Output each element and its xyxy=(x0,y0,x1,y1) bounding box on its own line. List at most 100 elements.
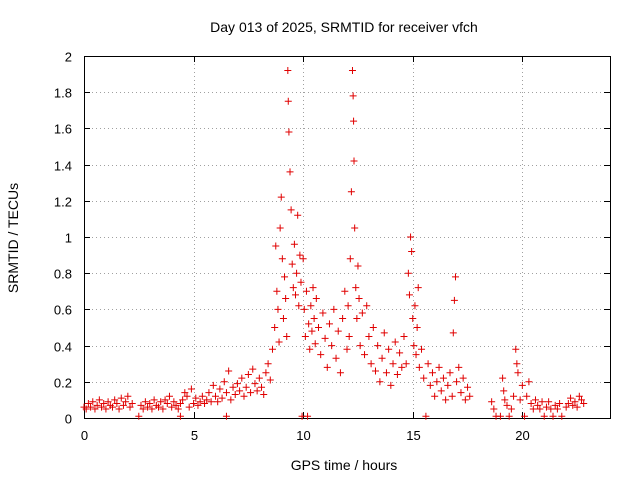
data-point xyxy=(344,302,352,310)
data-point xyxy=(128,400,136,408)
data-point xyxy=(418,345,426,353)
data-point xyxy=(273,287,281,295)
y-tick-label: 0.4 xyxy=(54,340,72,355)
data-point xyxy=(540,412,548,420)
data-point xyxy=(262,369,270,377)
data-point xyxy=(428,369,436,377)
data-point xyxy=(433,378,441,386)
data-point xyxy=(569,401,577,409)
data-point xyxy=(367,360,375,368)
data-point xyxy=(562,403,570,411)
data-point xyxy=(422,412,430,420)
data-point xyxy=(412,351,420,359)
data-point xyxy=(310,314,318,322)
data-point xyxy=(376,378,384,386)
x-tick-label: 20 xyxy=(515,428,529,443)
data-point xyxy=(309,284,317,292)
data-point xyxy=(294,211,302,219)
data-point xyxy=(516,396,524,404)
data-point xyxy=(442,396,450,404)
data-point xyxy=(236,387,244,395)
data-point xyxy=(82,405,90,413)
data-point xyxy=(553,405,561,413)
data-point xyxy=(350,117,358,125)
data-point xyxy=(453,378,461,386)
data-point xyxy=(409,314,417,322)
data-point xyxy=(187,385,195,393)
data-point xyxy=(275,338,283,346)
data-point xyxy=(157,398,165,406)
data-point xyxy=(201,400,209,408)
y-tick-label: 0.6 xyxy=(54,303,72,318)
data-point xyxy=(382,369,390,377)
data-point xyxy=(289,284,297,292)
data-point xyxy=(578,396,586,404)
data-point xyxy=(297,278,305,286)
data-point xyxy=(538,398,546,406)
data-point xyxy=(258,383,266,391)
data-point xyxy=(513,360,521,368)
data-point xyxy=(135,412,143,420)
data-point xyxy=(424,360,432,368)
data-point xyxy=(287,206,295,214)
data-point xyxy=(450,296,458,304)
data-point xyxy=(212,392,219,400)
data-point xyxy=(229,383,237,391)
grid-lines xyxy=(84,56,610,418)
data-point xyxy=(317,351,325,359)
data-point xyxy=(580,400,588,408)
x-tick-label: 5 xyxy=(191,428,198,443)
data-point xyxy=(284,66,292,74)
data-point xyxy=(307,302,315,310)
data-point xyxy=(144,403,152,411)
data-point xyxy=(353,314,361,322)
axis-ticks: 00.20.40.60.811.21.41.61.820 5 10 15 20 xyxy=(54,50,610,443)
data-point xyxy=(277,193,285,201)
data-point xyxy=(501,396,509,404)
data-point xyxy=(387,381,395,389)
data-point xyxy=(439,374,447,382)
data-point xyxy=(408,247,416,255)
data-point xyxy=(163,400,171,408)
data-point xyxy=(194,401,202,409)
data-point xyxy=(402,360,410,368)
y-tick-label: 1.6 xyxy=(54,122,72,137)
data-point xyxy=(319,309,327,317)
data-point xyxy=(446,369,454,377)
data-point xyxy=(285,128,293,136)
data-point xyxy=(274,305,282,313)
data-point xyxy=(435,363,443,371)
data-point xyxy=(500,387,508,395)
data-point xyxy=(505,412,513,420)
data-point xyxy=(496,412,504,420)
data-point xyxy=(345,333,353,341)
data-point xyxy=(251,380,259,388)
data-point xyxy=(420,374,428,382)
data-point xyxy=(410,342,418,350)
data-point xyxy=(391,338,399,346)
data-point xyxy=(301,333,309,341)
y-axis-label: SRMTID / TECUs xyxy=(5,183,21,293)
data-point xyxy=(567,394,575,402)
data-point xyxy=(323,363,331,371)
data-point xyxy=(330,305,338,313)
chart-title: Day 013 of 2025, SRMTID for receiver vfc… xyxy=(210,19,478,35)
data-point xyxy=(558,412,566,420)
data-point xyxy=(155,403,163,411)
data-point xyxy=(363,302,371,310)
data-point xyxy=(104,398,112,406)
data-point xyxy=(545,398,553,406)
data-point xyxy=(437,387,445,395)
y-tick-label: 0.8 xyxy=(54,267,72,282)
data-point xyxy=(159,405,167,413)
data-point xyxy=(225,367,233,375)
data-point xyxy=(148,405,156,413)
data-point xyxy=(286,168,294,176)
data-point xyxy=(190,400,198,408)
data-point xyxy=(451,273,459,281)
data-point xyxy=(231,390,239,398)
x-tick-label: 10 xyxy=(296,428,310,443)
x-tick-label: 15 xyxy=(406,428,420,443)
data-point xyxy=(571,398,579,406)
data-point xyxy=(253,387,261,395)
